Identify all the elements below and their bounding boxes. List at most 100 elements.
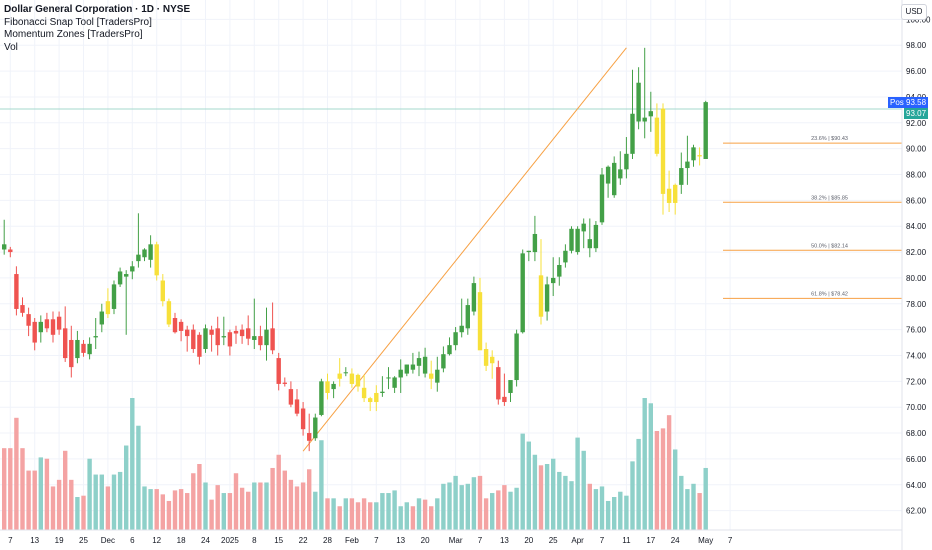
volume-bar <box>441 483 446 530</box>
volume-bar <box>386 493 391 530</box>
candle-body <box>581 223 586 232</box>
volume-bar <box>136 425 141 530</box>
x-tick-label: 7 <box>478 536 483 545</box>
volume-bar <box>612 497 617 530</box>
currency-button[interactable]: USD <box>901 4 927 20</box>
candle-body <box>575 228 580 253</box>
candle-body <box>185 329 190 337</box>
candle-body <box>447 345 452 355</box>
candle-body <box>50 319 56 335</box>
volume-bar <box>288 479 294 530</box>
y-tick-label: 98.00 <box>906 41 927 50</box>
candle-body <box>87 343 92 355</box>
candle-body <box>563 250 568 263</box>
volume-bar <box>465 483 470 530</box>
candle-body <box>471 283 477 312</box>
fibonacci-levels: 23.6% | $90.43 38.2% | $85.85 50.0% | $82.… <box>0 47 902 452</box>
candle-body <box>2 244 7 250</box>
candle-body <box>203 328 208 350</box>
volume-bar <box>624 495 629 530</box>
volume-bar <box>422 499 428 530</box>
volume-bar <box>203 482 208 530</box>
post-label: Post <box>890 97 907 107</box>
candle-body <box>209 329 214 335</box>
symbol-title[interactable]: Dollar General Corporation · 1D · NYSE <box>4 4 191 15</box>
volume-bar <box>654 431 660 530</box>
candle-body <box>654 117 660 154</box>
volume-bar <box>233 473 239 530</box>
indicator-fibonacci[interactable]: Fibonacci Snap Tool [TradersPro] <box>4 16 152 28</box>
x-tick-label: 2025 <box>221 536 239 545</box>
volume-bar <box>355 502 361 530</box>
candle-body <box>197 334 202 357</box>
x-tick-label: 17 <box>646 536 655 545</box>
volume-bar <box>502 485 507 530</box>
candle-body <box>93 336 98 338</box>
volume-bar <box>160 494 165 530</box>
volume-bar <box>435 498 440 530</box>
y-tick-label: 62.00 <box>906 507 927 516</box>
candle-body <box>599 174 605 223</box>
candle-body <box>69 339 74 368</box>
candle-body <box>435 369 440 383</box>
volume-bar <box>477 475 483 530</box>
y-tick-label: 86.00 <box>906 196 927 205</box>
candle-body <box>636 82 641 122</box>
candle-body <box>44 319 50 329</box>
candle-body <box>117 271 123 285</box>
x-tick-label: Apr <box>571 536 584 545</box>
x-tick-label: Feb <box>345 536 359 545</box>
candle-body <box>569 228 574 251</box>
volume-bar <box>252 482 257 530</box>
y-tick-label: 76.00 <box>906 326 927 335</box>
x-tick-label: 22 <box>299 536 308 545</box>
candle-body <box>368 398 373 403</box>
candle-body <box>258 336 263 346</box>
volume-bar <box>258 482 263 530</box>
x-tick-label: 13 <box>396 536 405 545</box>
candle-body <box>75 339 80 359</box>
candle-body <box>587 239 592 249</box>
volume-bar <box>636 438 641 530</box>
volume-bar <box>81 495 86 530</box>
candle-body <box>160 280 165 302</box>
x-tick-label: 15 <box>274 536 283 545</box>
candle-body <box>612 162 617 196</box>
volume-bar <box>685 489 690 530</box>
candle-body <box>81 343 86 353</box>
volume-bar <box>307 469 312 530</box>
candle-body <box>56 316 62 330</box>
volume-bar <box>227 493 233 530</box>
volume-bar <box>191 473 196 530</box>
x-tick-label: 13 <box>30 536 39 545</box>
volume-bar <box>508 491 513 530</box>
volume-bar <box>496 490 501 530</box>
candle-body <box>666 188 672 203</box>
volume-bar <box>410 506 416 530</box>
volume-bar <box>26 470 31 530</box>
fib-level-label: 50.0% | $82.14 <box>811 243 848 249</box>
indicator-momentum[interactable]: Momentum Zones [TradersPro] <box>4 29 143 40</box>
x-tick-label: 11 <box>622 536 631 545</box>
volume-bar <box>331 498 336 530</box>
y-tick-label: 68.00 <box>906 429 927 438</box>
candle-body <box>502 396 507 403</box>
candle-body <box>307 433 312 441</box>
volume-bar <box>490 493 495 530</box>
volume-bar <box>514 487 519 530</box>
volume-bar <box>343 498 348 530</box>
candles <box>2 47 708 452</box>
post-price-tag: Post <box>888 96 909 108</box>
candle-body <box>26 314 31 326</box>
x-tick-label: 7 <box>600 536 605 545</box>
candle-body <box>233 330 239 334</box>
volume-bar <box>660 428 666 530</box>
candle-body <box>605 166 611 184</box>
volume-bar <box>130 398 135 530</box>
volume-bar <box>313 491 318 530</box>
indicator-volume[interactable]: Vol <box>4 41 18 53</box>
x-tick-label: Dec <box>101 536 115 545</box>
volume-bar <box>197 464 202 530</box>
candle-body <box>398 369 403 378</box>
